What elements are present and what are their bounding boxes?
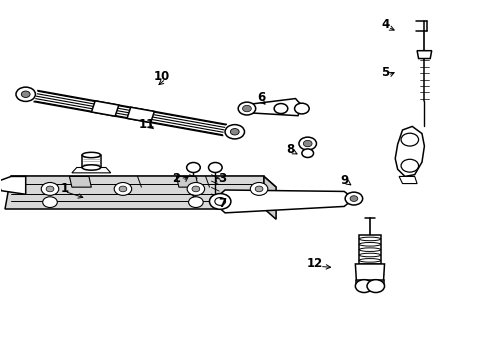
Polygon shape [127, 107, 154, 122]
Ellipse shape [82, 165, 101, 170]
Circle shape [294, 103, 308, 114]
Polygon shape [11, 176, 276, 187]
Circle shape [16, 87, 35, 102]
Text: 12: 12 [306, 257, 323, 270]
Circle shape [186, 162, 200, 172]
Text: 9: 9 [339, 174, 347, 186]
Polygon shape [91, 101, 119, 116]
Circle shape [250, 183, 267, 195]
Polygon shape [355, 264, 384, 280]
Text: 2: 2 [172, 172, 180, 185]
Circle shape [400, 133, 418, 146]
Circle shape [21, 91, 30, 98]
Ellipse shape [359, 258, 380, 262]
Polygon shape [72, 167, 111, 173]
Circle shape [119, 186, 126, 192]
Circle shape [349, 196, 357, 202]
Polygon shape [69, 176, 91, 187]
Circle shape [255, 186, 263, 192]
Ellipse shape [359, 253, 380, 257]
Ellipse shape [359, 237, 380, 241]
Polygon shape [398, 176, 416, 184]
Circle shape [298, 137, 316, 150]
Polygon shape [176, 176, 198, 187]
Circle shape [303, 140, 311, 147]
Circle shape [42, 197, 57, 207]
Polygon shape [0, 176, 26, 194]
Circle shape [366, 280, 384, 293]
Text: 8: 8 [286, 143, 294, 156]
Polygon shape [264, 176, 276, 219]
Text: 1: 1 [61, 183, 68, 195]
Circle shape [209, 194, 230, 209]
Circle shape [355, 280, 372, 293]
Circle shape [208, 162, 222, 172]
Circle shape [46, 186, 54, 192]
Circle shape [400, 159, 418, 172]
Circle shape [188, 197, 203, 207]
Circle shape [187, 183, 204, 195]
Circle shape [345, 192, 362, 205]
Ellipse shape [359, 243, 380, 246]
Polygon shape [394, 126, 424, 176]
Circle shape [41, 183, 59, 195]
Polygon shape [220, 190, 353, 213]
Polygon shape [416, 51, 431, 59]
Circle shape [274, 104, 287, 113]
Circle shape [224, 125, 244, 139]
Text: 5: 5 [381, 66, 389, 79]
Circle shape [242, 105, 251, 112]
Circle shape [238, 102, 255, 115]
Text: 10: 10 [153, 70, 170, 83]
Text: 7: 7 [218, 197, 226, 210]
Circle shape [114, 183, 131, 195]
Polygon shape [5, 176, 264, 208]
Text: 3: 3 [218, 172, 226, 185]
Text: 6: 6 [257, 91, 265, 104]
Text: 4: 4 [381, 18, 389, 31]
Ellipse shape [359, 248, 380, 251]
Circle shape [214, 198, 225, 205]
Text: 11: 11 [139, 118, 155, 131]
Ellipse shape [82, 152, 101, 158]
Circle shape [301, 149, 313, 157]
Circle shape [230, 129, 239, 135]
Circle shape [192, 186, 200, 192]
Polygon shape [246, 99, 301, 116]
Polygon shape [359, 235, 380, 264]
